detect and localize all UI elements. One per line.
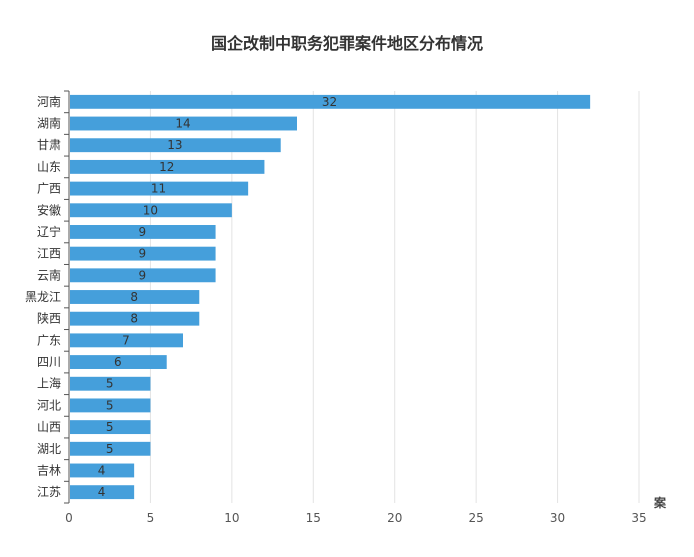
x-tick-label: 35 bbox=[631, 511, 646, 525]
data-label: 32 bbox=[322, 95, 337, 109]
x-tick-label: 5 bbox=[147, 511, 155, 525]
bar bbox=[70, 159, 265, 174]
x-tick-label: 0 bbox=[65, 511, 73, 525]
data-label: 7 bbox=[122, 333, 130, 347]
category-label: 江苏 bbox=[37, 485, 61, 499]
bar bbox=[70, 398, 151, 413]
category-label: 陕西 bbox=[37, 311, 61, 326]
category-label: 吉林 bbox=[37, 463, 61, 477]
data-label: 9 bbox=[138, 247, 146, 261]
category-label: 广西 bbox=[37, 182, 61, 196]
category-label: 江西 bbox=[37, 247, 61, 261]
data-label: 5 bbox=[106, 420, 114, 434]
data-label: 10 bbox=[143, 203, 158, 217]
x-axis-unit-label: 案 bbox=[653, 495, 667, 510]
category-label: 安徽 bbox=[37, 202, 61, 217]
grid-layer bbox=[149, 91, 640, 503]
bar bbox=[70, 181, 249, 196]
bar bbox=[70, 311, 200, 326]
bar bbox=[70, 246, 216, 261]
category-label: 广东 bbox=[37, 333, 61, 347]
data-label: 9 bbox=[138, 225, 146, 239]
bar bbox=[70, 138, 281, 153]
data-label: 12 bbox=[159, 160, 174, 174]
x-tick-label: 30 bbox=[550, 511, 565, 525]
bar bbox=[70, 333, 183, 348]
bar bbox=[70, 485, 135, 500]
data-label: 13 bbox=[167, 138, 182, 152]
axis-layer: 0 5 10 15 20 25 30 35 河南湖南甘肃山东广西安徽辽宁江西云南黑龙江陕西广东四… bbox=[25, 90, 647, 525]
bar bbox=[70, 116, 297, 131]
data-label: 5 bbox=[106, 442, 114, 456]
bar bbox=[70, 94, 591, 109]
category-label: 河南 bbox=[37, 94, 61, 109]
data-label: 8 bbox=[130, 312, 138, 326]
category-label: 辽宁 bbox=[37, 224, 61, 239]
data-label: 4 bbox=[98, 485, 106, 499]
chart-title: 国企改制中职务犯罪案件地区分布情况 bbox=[210, 34, 483, 53]
data-label: 5 bbox=[106, 398, 114, 412]
category-label: 四川 bbox=[37, 355, 61, 369]
data-label: 11 bbox=[151, 182, 166, 196]
x-tick-label: 10 bbox=[224, 511, 239, 525]
bar bbox=[70, 355, 167, 369]
data-label: 4 bbox=[98, 463, 106, 477]
category-label: 云南 bbox=[37, 267, 61, 282]
category-label: 河北 bbox=[37, 398, 61, 412]
x-tick-label: 25 bbox=[469, 511, 484, 525]
bar bbox=[70, 290, 200, 304]
data-label: 6 bbox=[114, 355, 122, 369]
x-tick-label: 20 bbox=[387, 511, 402, 525]
bar bbox=[70, 225, 216, 239]
category-label: 甘肃 bbox=[37, 138, 61, 152]
category-label: 上海 bbox=[37, 376, 61, 391]
bar bbox=[70, 268, 216, 283]
bar bbox=[70, 376, 151, 391]
bar bbox=[70, 203, 232, 218]
data-label: 14 bbox=[175, 117, 190, 131]
data-label: 9 bbox=[138, 268, 146, 282]
bar bbox=[70, 463, 135, 478]
category-label: 山西 bbox=[37, 420, 61, 434]
data-label: 8 bbox=[130, 290, 138, 304]
x-tick-label: 15 bbox=[306, 511, 321, 525]
category-label: 山东 bbox=[37, 160, 61, 174]
category-label: 湖南 bbox=[37, 116, 61, 131]
category-label: 湖北 bbox=[37, 441, 61, 456]
data-label: 5 bbox=[106, 377, 114, 391]
bar bbox=[70, 441, 151, 456]
category-label: 黑龙江 bbox=[25, 290, 61, 304]
bar bbox=[70, 420, 151, 435]
